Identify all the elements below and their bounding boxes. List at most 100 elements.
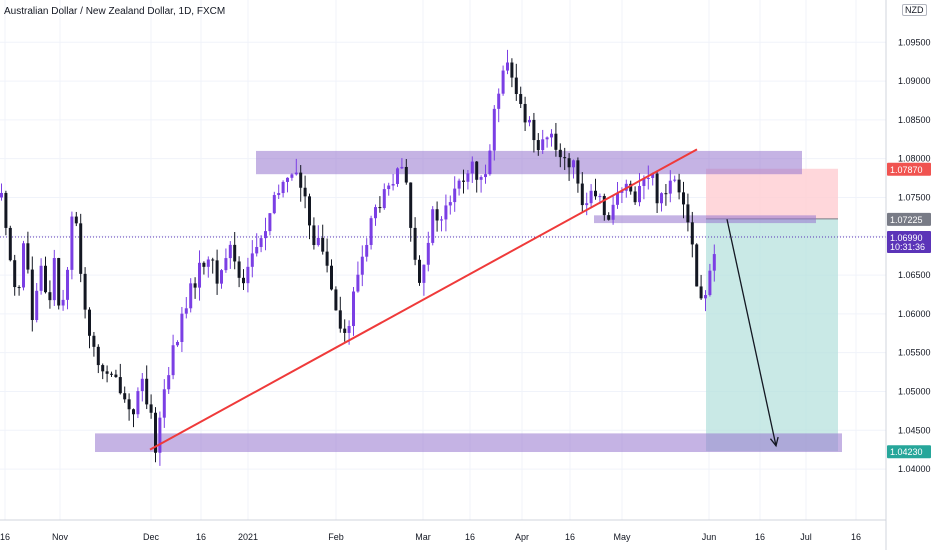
candle: [79, 213, 83, 283]
candle-body: [30, 269, 34, 321]
candle: [61, 289, 65, 311]
x-tick-label: 16: [0, 532, 10, 542]
candle-body: [4, 192, 8, 228]
candle-body: [92, 335, 96, 347]
candle: [699, 274, 703, 300]
candle-body: [418, 259, 421, 283]
candle: [145, 365, 149, 410]
candle: [400, 158, 404, 170]
candle-body: [237, 261, 241, 278]
candle: [523, 96, 527, 132]
candle-body: [510, 62, 514, 78]
candle-body: [242, 277, 245, 284]
x-tick-label: Jul: [800, 532, 812, 542]
candle-body: [303, 187, 307, 197]
candle: [453, 176, 457, 212]
candle: [629, 180, 633, 195]
candle: [17, 285, 21, 296]
candle-body: [52, 258, 56, 301]
candle-body: [400, 166, 404, 169]
y-tick-label: 1.06000: [898, 309, 931, 319]
x-tick-label: Feb: [328, 532, 344, 542]
y-tick-label: 1.06500: [898, 270, 931, 280]
candle-body: [167, 375, 171, 390]
candle: [140, 373, 144, 402]
candle: [492, 105, 496, 161]
candle: [422, 264, 426, 296]
candle: [374, 204, 377, 226]
candle-body: [268, 213, 272, 232]
currency-badge[interactable]: NZD: [902, 4, 927, 16]
candle: [215, 249, 219, 295]
candle-body: [48, 292, 52, 301]
candle-body: [488, 150, 492, 175]
candle: [396, 167, 399, 187]
candle: [475, 161, 479, 193]
candle: [246, 257, 250, 293]
candle: [536, 133, 540, 156]
candle-body: [519, 94, 523, 104]
candle: [184, 297, 188, 319]
candle: [585, 192, 589, 216]
candle-body: [651, 173, 655, 178]
candle-body: [462, 180, 465, 182]
price-tag-value: 1.04230: [890, 447, 923, 457]
candle: [690, 211, 694, 258]
candle: [281, 180, 285, 198]
candle-body: [88, 309, 91, 336]
candle: [532, 112, 536, 153]
candle-body: [528, 119, 531, 123]
y-tick-label: 1.08000: [898, 154, 931, 164]
candle: [149, 394, 153, 419]
candle-body: [220, 270, 223, 284]
candle-body: [316, 237, 320, 246]
candle: [334, 286, 338, 311]
y-tick-label: 1.07500: [898, 192, 931, 202]
candle: [330, 259, 333, 291]
x-tick-label: 16: [196, 532, 206, 542]
candle-body: [246, 266, 250, 284]
candle-body: [541, 139, 545, 151]
candle-body: [22, 243, 25, 288]
candle: [404, 159, 408, 185]
candle-body: [369, 218, 373, 245]
candle-body: [145, 378, 149, 405]
candle: [611, 194, 615, 225]
candle-body: [453, 188, 457, 203]
candle-body: [8, 227, 12, 261]
candle-body: [523, 103, 527, 123]
candle: [426, 231, 430, 272]
candle: [290, 173, 294, 181]
mid-zone: [594, 215, 816, 224]
candle-body: [668, 180, 672, 194]
candle-body: [682, 192, 685, 205]
candle: [387, 182, 391, 196]
candles-layer: [0, 49, 716, 466]
candle-body: [391, 183, 395, 186]
candle: [180, 307, 184, 353]
candle-body: [404, 166, 408, 183]
candle-body: [202, 262, 206, 267]
candle-body: [281, 181, 285, 194]
price-tag-value: 1.07870: [890, 165, 923, 175]
price-tag-bg: [887, 162, 931, 176]
candle-body: [189, 283, 193, 309]
candle: [541, 129, 545, 154]
candle-body: [479, 177, 483, 180]
candle: [316, 225, 320, 247]
candle: [312, 217, 316, 250]
candle: [321, 224, 325, 255]
candle-body: [607, 215, 611, 220]
candle-body: [642, 178, 646, 186]
candle: [607, 212, 611, 221]
projection-arrowhead: [769, 436, 779, 448]
candle-body: [215, 260, 219, 284]
candle-body: [334, 289, 338, 311]
candle: [558, 143, 562, 168]
candle-body: [470, 161, 474, 174]
candle: [646, 165, 650, 190]
